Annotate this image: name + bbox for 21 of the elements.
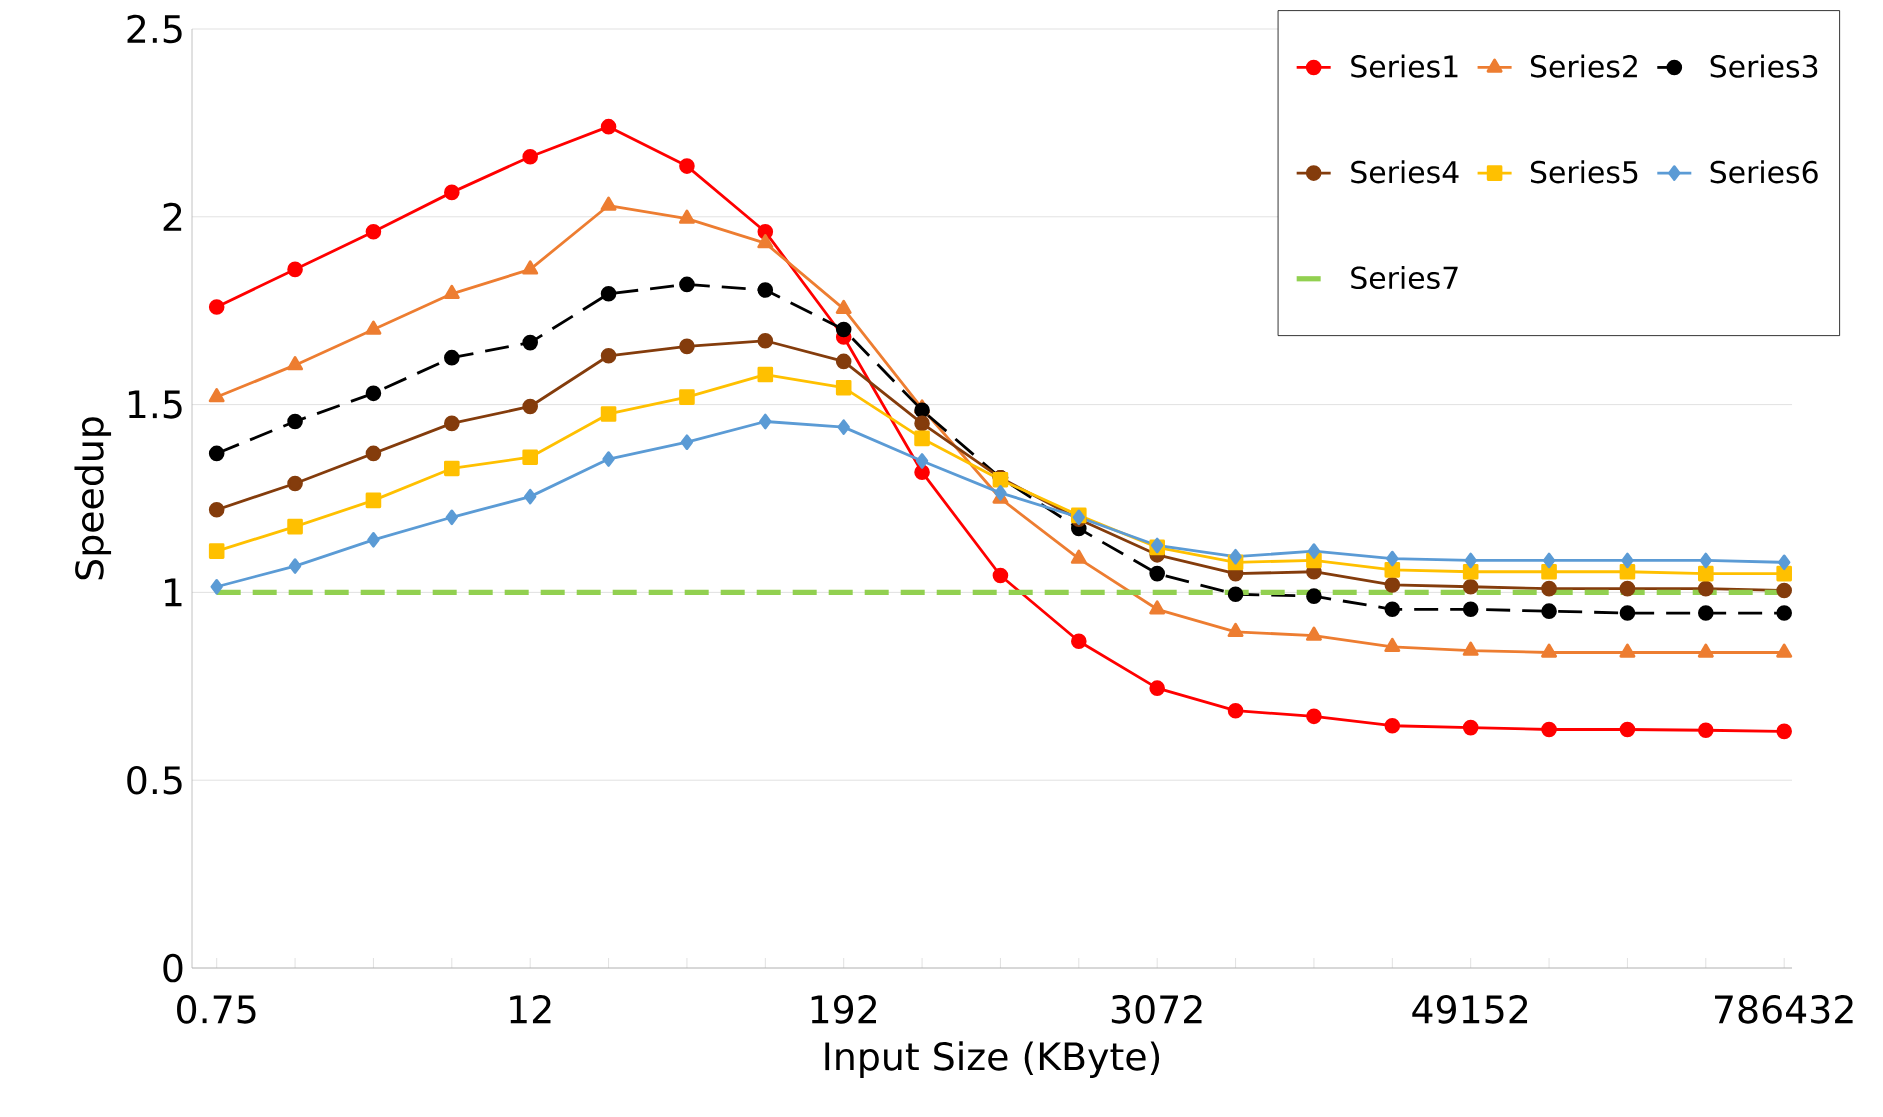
x-tick-label: 192 [811,995,876,1024]
legend-label: Series5 [1530,160,1638,184]
x-tick-label: 12 [510,995,551,1024]
legend-label: Series3 [1710,54,1818,78]
y-tick-label: 2.5 [127,14,182,44]
x-tick-label: 786432 [1715,995,1853,1024]
x-tick-label: 3072 [1111,995,1202,1024]
legend-label: Series4 [1351,160,1459,184]
legend-label: Series6 [1710,160,1818,184]
y-tick-label: 0 [163,953,183,983]
legend-label: Series2 [1530,54,1637,78]
x-axis-title: Input Size (KByte) [825,1041,1160,1078]
y-tick-label: 1 [165,578,182,607]
legend-label: Series7 [1351,265,1458,290]
y-tick-label: 1.5 [128,390,182,419]
y-tick-label: 0.5 [127,765,182,795]
legend-label: Series1 [1351,54,1458,78]
y-tick-label: 2 [163,202,182,231]
x-tick-label: 49152 [1412,995,1528,1024]
x-tick-label: 0.75 [177,995,256,1024]
y-axis-title: Speedup [74,417,112,580]
